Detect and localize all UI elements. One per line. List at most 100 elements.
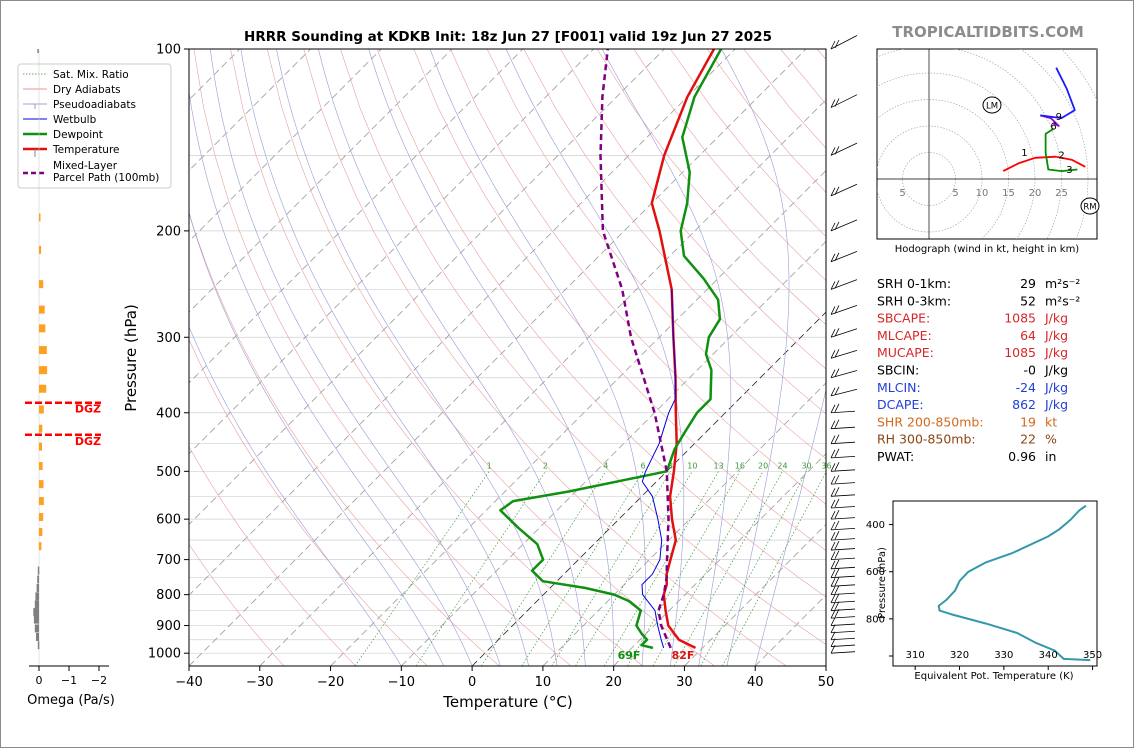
index-value: 862 [1012,397,1036,412]
wind-barb [830,593,856,604]
index-label: PWAT: [877,449,914,464]
barb-shaft [830,538,856,541]
x-tick-label: 20 [605,675,622,690]
omega-bar [39,542,42,551]
wind-barb [830,631,856,641]
barb-feather [830,510,836,520]
mixing-ratio-label: 8 [668,461,673,470]
barb-feather [830,463,836,472]
index-label: RH 300-850mb: [877,432,976,447]
wind-barb [830,403,856,414]
index-value: 0.96 [1008,449,1036,464]
barb-feather [834,487,840,496]
watermark: TROPICALTIDBITS.COM [892,23,1084,41]
index-label: SRH 0-3km: [877,293,951,308]
barb-shaft [830,441,856,445]
index-unit: J/kg [1044,397,1068,412]
omega-x-tick-label: −1 [61,674,77,687]
theta-x-tick-label: 340 [1039,650,1058,661]
dry-adiabat [189,543,285,666]
omega-bar [34,624,39,633]
y-tick-label: 800 [156,588,181,603]
y-tick-label: 300 [156,331,181,346]
barb-shaft [830,592,856,596]
index-row: SRH 0-1km: 29 m²s⁻² [877,276,1080,291]
index-label: MLCAPE: [877,328,932,343]
barb-feather [830,369,836,378]
isotherm-line [401,240,826,666]
wind-barb [830,35,858,50]
hodograph-labels: 5 5 10 15 20 25 1 23 69 [899,112,1072,199]
barb-feather [834,39,840,49]
pseudoadiabat [368,49,615,666]
dry-adiabat [596,49,826,325]
mixing-ratio-label: 24 [777,461,787,470]
hodo-segment [1044,127,1078,173]
barb-shaft [830,557,856,561]
wind-barb [830,530,856,541]
wind-barb [830,279,858,290]
barb-shaft [830,94,858,108]
isotherm-line [330,169,826,666]
index-label: SRH 0-1km: [877,276,951,291]
barb-shaft [830,482,856,485]
wind-barb [830,304,858,315]
skewt-legend: Sat. Mix. Ratio Dry Adiabats Pseudoadiab… [17,63,172,189]
mixing-ratio-line [551,471,671,666]
theta-y-tick-label: 800 [866,614,885,625]
dry-adiabat [486,49,826,460]
index-value: -24 [1016,380,1036,395]
barb-feather [834,559,840,568]
x-tick-label: −20 [317,675,344,690]
theta-x-tick-label: 350 [1083,650,1102,661]
omega-bars [33,213,48,650]
barb-feather [834,252,840,261]
barb-feather [830,404,836,413]
isotherm-line [189,49,311,172]
series-temperature [650,49,716,650]
omega-bar [39,245,42,254]
barb-feather [834,448,840,458]
left-mover-label: LM [986,102,998,112]
wind-barb [830,585,856,596]
wind-barb [830,568,856,579]
omega-bar [33,615,39,624]
dry-adiabat [450,49,826,505]
wind-barb [830,94,858,108]
hodo-ring-label: 10 [976,188,989,199]
x-tick-label: −40 [175,675,202,690]
index-value: 29 [1020,276,1036,291]
hodo-height-label: 9 [1056,112,1062,123]
x-tick-label: −10 [388,675,415,690]
barb-feather [830,147,836,156]
index-row: MLCAPE: 64 J/kg [877,328,1068,343]
skewt-plot-area [189,49,826,666]
omega-bar [39,280,44,289]
theta-y-tick-label: 400 [866,520,885,531]
y-tick-label: 400 [156,406,181,421]
barb-feather [830,449,836,459]
pseudoadiabat [505,49,685,666]
isotherm-line [542,382,826,666]
barb-shaft [830,426,856,430]
mixing-ratio-line [354,471,490,666]
barb-feather [834,98,840,107]
dry-adiabat [303,49,787,666]
wind-barb [830,142,858,156]
series-wetbulb [641,289,676,649]
y-tick-label: 1000 [148,647,181,662]
wind-barb [830,520,856,531]
omega-bar [39,346,47,355]
mixing-ratio-line [481,471,607,666]
mixing-ratio-labels: 1 2 4 6 8 10 13 16 20 24 30 36 [487,461,832,470]
barb-shaft [830,637,856,641]
isotherm-line [259,99,826,666]
skewt-background-lines [189,49,826,666]
mixing-ratio-label: 20 [758,461,768,470]
wind-barb [830,474,856,485]
legend-item-dewpoint: Dewpoint [23,129,103,141]
barb-feather [830,551,836,560]
pseudoadiabat [754,388,826,666]
index-value: 22 [1020,432,1036,447]
barb-feather [830,602,836,611]
